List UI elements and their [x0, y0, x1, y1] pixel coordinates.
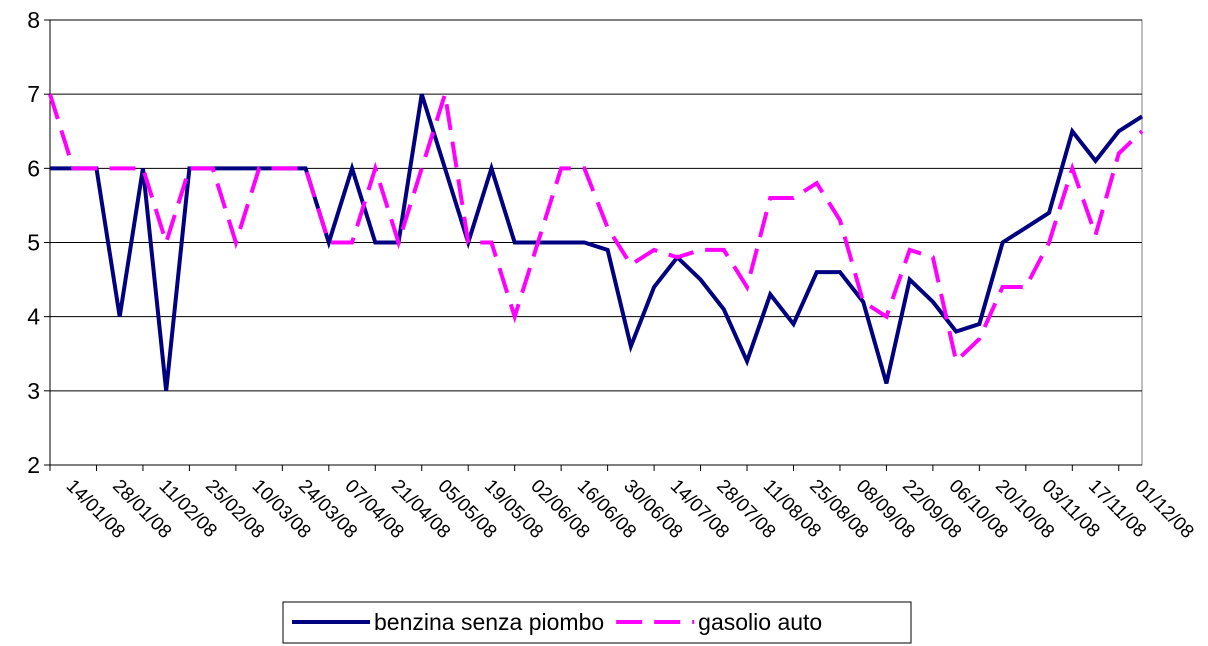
y-tick-label: 4	[27, 304, 40, 330]
y-tick-label: 5	[27, 230, 40, 256]
series-line	[50, 93, 1144, 392]
legend-label: gasolio auto	[698, 609, 822, 635]
y-tick-label: 2	[27, 452, 40, 478]
y-tick-label: 3	[27, 378, 40, 404]
legend-label: benzina senza piombo	[374, 609, 604, 635]
y-tick-label: 7	[27, 81, 40, 107]
y-tick-label: 8	[27, 7, 40, 33]
series-line	[48, 93, 1144, 366]
legend-box	[282, 601, 912, 644]
y-tick-label: 6	[27, 155, 40, 181]
